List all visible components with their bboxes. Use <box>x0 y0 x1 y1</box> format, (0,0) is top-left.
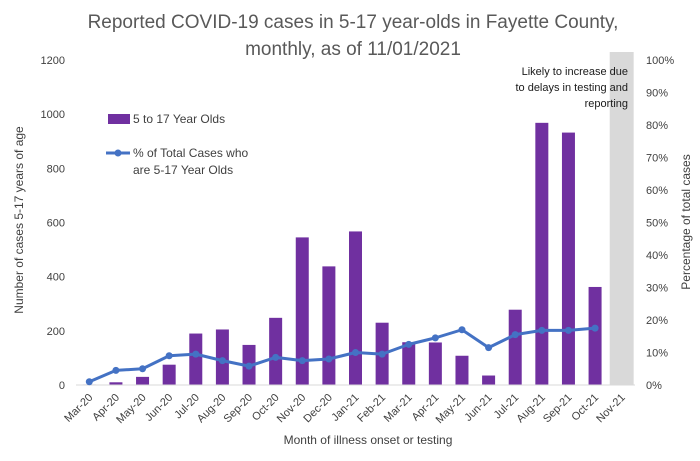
legend-bar-swatch <box>108 114 130 124</box>
y-right-tick-label: 80% <box>646 120 668 132</box>
y-axis-label: Number of cases 5-17 years of age <box>12 126 26 314</box>
x-tick-label: May-21 <box>434 392 468 426</box>
y-right-tick-label: 20% <box>646 315 668 327</box>
x-tick-label: Feb-21 <box>355 392 388 425</box>
y-right-tick-label: 50% <box>646 218 668 230</box>
bar-Sep-21 <box>561 132 575 385</box>
x-tick-label: Dec-20 <box>301 392 335 426</box>
x-tick-label: Sep-20 <box>222 392 256 426</box>
line-point-Oct-21 <box>591 324 599 332</box>
x-tick-label: Sep-21 <box>541 392 575 426</box>
bar-Jun-20 <box>162 364 176 385</box>
x-tick-label: Aug-20 <box>195 392 229 426</box>
y-tick-label: 400 <box>47 272 65 284</box>
chart-title-line-1: Reported COVID-19 cases in 5-17 year-old… <box>88 12 619 33</box>
y-tick-label: 1200 <box>41 55 65 67</box>
line-point-Jul-20 <box>192 350 200 358</box>
line-point-Jan-21 <box>352 349 359 356</box>
line-point-Aug-20 <box>218 357 226 365</box>
annotation-line-3: reporting <box>585 98 628 110</box>
y-right-tick-label: 30% <box>646 283 668 295</box>
x-tick-label: May-20 <box>114 392 148 426</box>
line-point-Dec-20 <box>325 355 333 363</box>
y-axis-right-label: Percentage of total cases <box>679 154 693 289</box>
x-tick-label: Jun-21 <box>462 392 494 424</box>
line-point-Jun-20 <box>165 352 173 360</box>
legend-line-label-2: are 5-17 Year Olds <box>133 163 233 177</box>
bar-Jan-21 <box>349 231 362 385</box>
bar-Jul-21 <box>508 309 522 385</box>
bar-Dec-20 <box>322 266 336 385</box>
y-axis-ticks: 0 200 400 600 800 1000 1200 <box>41 55 65 392</box>
line-point-Mar-20 <box>85 378 93 386</box>
x-axis-label: Month of illness onset or testing <box>284 433 453 447</box>
line-point-Apr-21 <box>431 334 439 342</box>
line-point-Sep-20 <box>245 362 253 370</box>
bar-series <box>82 122 602 385</box>
bar-Apr-21 <box>428 342 442 385</box>
x-tick-label: Aug-21 <box>514 392 548 426</box>
legend: 5 to 17 Year Olds % of Total Cases who a… <box>106 112 248 177</box>
line-point-Feb-21 <box>378 350 386 358</box>
bar-Mar-21 <box>402 342 416 385</box>
line-path <box>88 326 596 384</box>
annotation-line-1: Likely to increase due <box>522 66 628 78</box>
y-right-tick-label: 0% <box>646 380 662 392</box>
y-tick-label: 1000 <box>41 109 65 121</box>
y-right-tick-label: 10% <box>646 348 668 360</box>
line-point-Mar-21 <box>405 340 413 348</box>
line-point-May-20 <box>139 365 147 373</box>
legend-line-label-1: % of Total Cases who <box>133 146 248 160</box>
bar-Aug-21 <box>535 122 549 385</box>
line-point-May-21 <box>458 326 466 334</box>
legend-bar-label: 5 to 17 Year Olds <box>133 112 225 126</box>
annotation-line-2: to delays in testing and <box>515 82 628 94</box>
likely-increase-shade <box>609 52 634 385</box>
bar-Oct-20 <box>269 317 283 385</box>
y-right-tick-label: 100% <box>646 55 674 67</box>
bar-Nov-20 <box>295 237 309 385</box>
bar-Jul-20 <box>189 333 203 385</box>
line-series <box>85 324 599 386</box>
x-tick-label: Jun-20 <box>143 392 175 424</box>
bar-May-21 <box>455 355 469 385</box>
x-tick-label: Nov-20 <box>275 392 309 426</box>
line-point-Oct-20 <box>272 353 280 361</box>
x-tick-label: Nov-21 <box>594 392 628 426</box>
y-right-tick-label: 70% <box>646 153 668 165</box>
bar-Oct-21 <box>588 286 602 385</box>
legend-line-marker <box>114 149 122 157</box>
bar-Apr-20 <box>109 382 123 385</box>
y-right-tick-label: 60% <box>646 185 668 197</box>
y-right-tick-label: 90% <box>646 88 668 100</box>
line-point-Aug-21 <box>538 326 546 334</box>
bar-May-20 <box>136 376 150 385</box>
y-tick-label: 800 <box>47 163 65 175</box>
line-point-Jul-21 <box>511 331 519 339</box>
y-tick-label: 600 <box>47 218 65 230</box>
y-tick-label: 0 <box>59 380 65 392</box>
y-tick-label: 200 <box>47 326 65 338</box>
chart-title-line-2: monthly, as of 11/01/2021 <box>245 39 461 60</box>
chart-title: Reported COVID-19 cases in 5-17 year-old… <box>88 12 619 60</box>
line-point-Nov-20 <box>298 357 306 365</box>
line-point-Sep-21 <box>564 326 572 334</box>
x-axis-ticks: Mar-20Apr-20May-20Jun-20Jul-20Aug-20Sep-… <box>62 392 628 426</box>
line-point-Jun-21 <box>485 344 493 352</box>
annotation: Likely to increase due to delays in test… <box>515 66 628 110</box>
y-right-tick-label: 40% <box>646 250 668 262</box>
y-axis-right-ticks: 0% 10% 20% 30% 40% 50% 60% 70% 80% 90% 100% <box>646 55 674 392</box>
x-tick-label: Mar-20 <box>62 392 95 425</box>
line-point-Apr-20 <box>112 366 120 374</box>
x-tick-label: Mar-21 <box>382 392 415 425</box>
bar-Jun-21 <box>482 375 496 385</box>
